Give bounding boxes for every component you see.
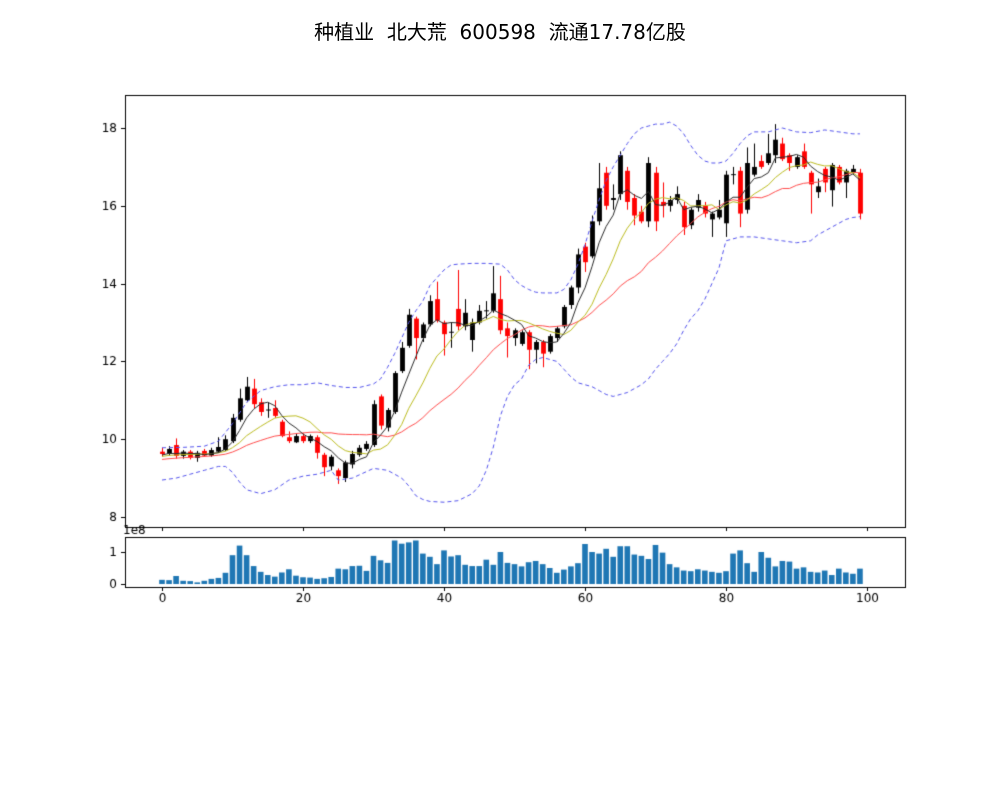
chart-title: 种植业 北大荒 600598 流通17.78亿股 [314,20,686,44]
